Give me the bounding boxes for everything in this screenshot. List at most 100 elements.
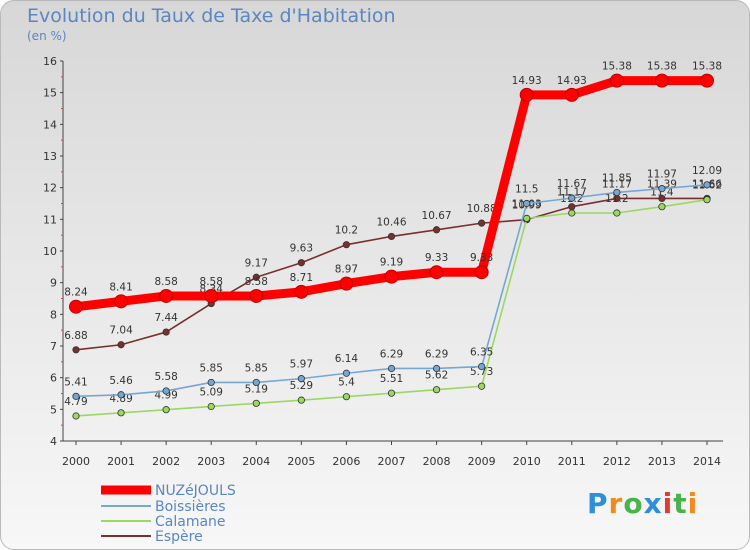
data-label: 11.2 bbox=[605, 193, 628, 205]
data-label: 5.58 bbox=[154, 371, 177, 383]
data-label: 11.97 bbox=[647, 169, 677, 181]
data-label: 5.19 bbox=[245, 383, 268, 395]
data-label: 8.41 bbox=[109, 281, 132, 293]
data-label: 11.17 bbox=[602, 178, 632, 190]
data-point bbox=[159, 288, 174, 303]
data-label: 11.5 bbox=[515, 184, 538, 196]
data-label: 15.38 bbox=[602, 61, 632, 73]
data-label: 10.88 bbox=[467, 203, 497, 215]
data-label: 14.93 bbox=[557, 75, 587, 87]
logo-letter: o bbox=[623, 487, 644, 520]
data-point bbox=[432, 386, 441, 394]
data-label: 10.67 bbox=[422, 210, 452, 222]
y-tick-label: 16 bbox=[43, 55, 57, 68]
x-tick-label: 2012 bbox=[603, 455, 631, 468]
x-tick-label: 2007 bbox=[378, 455, 406, 468]
data-point bbox=[568, 194, 576, 202]
y-tick-label: 8 bbox=[50, 308, 57, 321]
data-label: 10.46 bbox=[376, 216, 406, 228]
logo-letter: i bbox=[687, 487, 699, 520]
data-point bbox=[700, 73, 714, 88]
data-label: 8.58 bbox=[200, 276, 223, 288]
data-label: 9.19 bbox=[380, 257, 403, 269]
data-label: 8.71 bbox=[290, 272, 313, 284]
x-tick-label: 2013 bbox=[648, 455, 676, 468]
data-point bbox=[564, 87, 579, 102]
data-label: 5.41 bbox=[64, 376, 87, 388]
chart-title: Evolution du Taux de Taxe d'Habitation bbox=[27, 5, 396, 27]
data-label: 5.29 bbox=[290, 380, 313, 392]
y-tick-label: 15 bbox=[43, 87, 57, 100]
y-tick-label: 4 bbox=[50, 435, 57, 448]
data-point bbox=[387, 389, 396, 397]
data-point bbox=[252, 378, 260, 387]
data-point bbox=[658, 194, 666, 203]
y-tick-label: 12 bbox=[43, 182, 57, 195]
data-point bbox=[117, 409, 125, 417]
x-tick-label: 2000 bbox=[62, 455, 90, 468]
data-label: 5.09 bbox=[200, 386, 223, 398]
y-tick-label: 10 bbox=[43, 245, 57, 258]
data-point bbox=[252, 273, 260, 281]
x-tick-label: 2003 bbox=[197, 455, 225, 468]
data-point bbox=[342, 369, 351, 377]
data-label: 5.85 bbox=[245, 362, 268, 374]
x-tick-label: 2014 bbox=[693, 455, 721, 468]
data-point bbox=[387, 232, 396, 241]
data-point bbox=[429, 265, 444, 280]
y-tick-label: 14 bbox=[43, 118, 57, 131]
data-label: 7.44 bbox=[154, 312, 178, 324]
data-point bbox=[613, 188, 621, 197]
data-label: 9.33 bbox=[470, 252, 493, 264]
data-label: 8.58 bbox=[245, 276, 268, 288]
data-point bbox=[654, 73, 669, 88]
data-point bbox=[478, 382, 486, 390]
logo-letter: i bbox=[662, 487, 674, 520]
data-point bbox=[117, 391, 125, 399]
data-point bbox=[162, 328, 170, 336]
data-label: 4.99 bbox=[154, 390, 177, 402]
data-label: 6.29 bbox=[380, 348, 403, 360]
data-point bbox=[207, 402, 215, 411]
logo-letter: r bbox=[608, 487, 624, 520]
data-label: 8.58 bbox=[154, 276, 177, 288]
data-point bbox=[523, 214, 531, 222]
logo-letter: x bbox=[643, 487, 663, 520]
data-label: 8.24 bbox=[64, 287, 88, 299]
x-tick-label: 2011 bbox=[558, 455, 586, 468]
data-label: 8.97 bbox=[335, 264, 358, 276]
data-point bbox=[69, 299, 83, 314]
data-point bbox=[72, 392, 80, 400]
data-point bbox=[342, 241, 351, 249]
y-tick-label: 5 bbox=[50, 403, 57, 416]
data-point bbox=[297, 396, 305, 404]
y-tick-label: 13 bbox=[43, 150, 57, 163]
proxiti-logo: Proxiti bbox=[587, 487, 698, 520]
chart-subtitle: (en %) bbox=[27, 29, 67, 43]
data-point bbox=[204, 288, 219, 303]
x-tick-label: 2010 bbox=[513, 455, 541, 468]
data-label: 4.89 bbox=[109, 393, 132, 405]
data-point bbox=[568, 209, 576, 217]
data-label: 9.17 bbox=[245, 257, 268, 269]
data-point bbox=[72, 412, 80, 420]
data-label: 9.63 bbox=[290, 243, 313, 255]
data-point bbox=[294, 284, 309, 299]
logo-letter: P bbox=[587, 487, 609, 520]
data-label: 9.33 bbox=[425, 252, 448, 264]
legend-label: Calamane bbox=[155, 514, 226, 530]
data-point bbox=[117, 341, 125, 349]
legend-label: Espère bbox=[155, 529, 203, 545]
legend-label: NUZéJOULS bbox=[155, 483, 236, 499]
x-tick-label: 2006 bbox=[332, 455, 360, 468]
data-point bbox=[252, 399, 260, 407]
y-tick-label: 6 bbox=[50, 372, 57, 385]
y-tick-label: 9 bbox=[50, 277, 57, 290]
data-point bbox=[478, 362, 486, 371]
data-label: 5.97 bbox=[290, 359, 313, 371]
data-label: 11.17 bbox=[557, 187, 587, 199]
x-tick-label: 2005 bbox=[287, 455, 315, 468]
data-point bbox=[297, 259, 305, 267]
